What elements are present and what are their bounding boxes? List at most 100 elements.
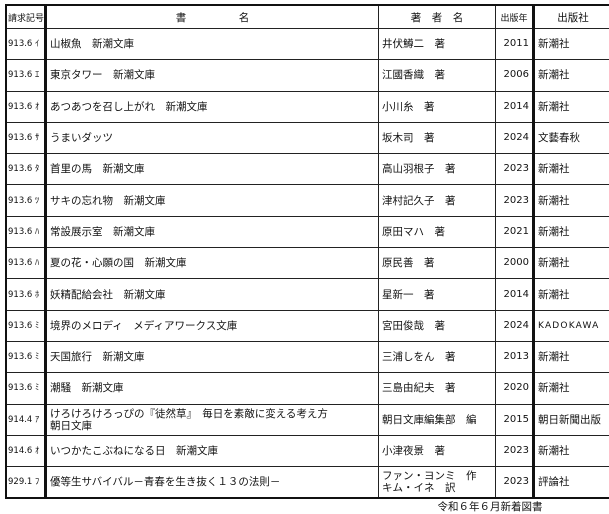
year-text: 2006	[503, 69, 529, 81]
year-cell: 2006	[495, 59, 535, 92]
year-cell: 2013	[495, 340, 535, 374]
publisher-cell: KADOKAWA	[533, 309, 609, 342]
publisher-text: 新潮社	[538, 351, 570, 364]
call-number-cell: 913.6 ｻ	[5, 121, 47, 155]
author-text: 小川糸 著	[382, 100, 435, 113]
author-text: 原民善 著	[382, 257, 435, 270]
publisher-text: 朝日新聞出版	[538, 413, 601, 426]
call-number-text: 929.1 ﾌ	[8, 477, 40, 488]
call-number-text: 913.6 ﾎ	[8, 289, 40, 300]
title-text: 優等生サバイバル－青春を生き抜く１３の法則－	[50, 476, 281, 489]
call-number-cell: 913.6 ﾐ	[5, 372, 47, 405]
author-cell: 原田マハ 著	[378, 215, 496, 249]
year-text: 2013	[503, 351, 529, 363]
title-text: いつかたこぶねになる日 新潮文庫	[50, 445, 218, 457]
year-text: 2024	[503, 319, 529, 331]
title-cell: いつかたこぶねになる日 新潮文庫	[45, 434, 379, 468]
call-number-cell: 913.6 ﾎ	[5, 278, 47, 311]
author-cell: 小川糸 著	[378, 90, 496, 123]
table-row: 913.6 ﾐ 天国旅行 新潮文庫 三浦しをん 著 2013 新潮社	[5, 340, 609, 374]
author-text: 三浦しをん 著	[382, 351, 456, 364]
year-cell: 2023	[495, 153, 535, 186]
author-cell: 津村記久子 著	[378, 184, 496, 217]
author-cell: 小津夜景 著	[378, 434, 496, 468]
table-row: 913.6 ﾐ 潮騒 新潮文庫 三島由紀夫 著 2020 新潮社	[5, 372, 609, 405]
title-text: あつあつを召し上がれ 新潮文庫	[50, 100, 208, 113]
table-row: 913.6 ﾎ 妖精配給会社 新潮文庫 星新一 著 2014 新潮社	[5, 278, 609, 311]
call-number-cell: 913.6 ｵ	[5, 90, 47, 123]
title-cell: 妖精配給会社 新潮文庫	[45, 278, 379, 311]
new-books-table: 請求記号 書 名 著 者 名 出版年 出版社 913.6 ｲ 山椒魚 新潮文庫 井伏…	[5, 4, 609, 500]
year-cell: 2015	[495, 403, 535, 436]
header-publisher: 出版社	[533, 4, 609, 29]
table-row: 913.6 ﾊ 夏の花・心願の国 新潮文庫 原民善 著 2000 新潮社	[5, 247, 609, 280]
author-cell: 宮田俊哉 著	[378, 309, 496, 342]
call-number-cell: 914.4 ｱ	[5, 403, 47, 436]
publisher-cell: 新潮社	[533, 372, 609, 405]
author-cell: ファン・ヨンミ 作キム・イネ 訳	[378, 466, 496, 499]
author-text: 小津夜景 著	[382, 445, 445, 457]
publisher-text: 新潮社	[538, 69, 570, 82]
publisher-text: 評論社	[538, 476, 570, 489]
author-text: 津村記久子 著	[382, 194, 456, 207]
author-text: 宮田俊哉 著	[382, 319, 445, 332]
title-cell: 潮騒 新潮文庫	[45, 372, 379, 405]
author-cell: 星新一 著	[378, 278, 496, 311]
publisher-text: 新潮社	[538, 445, 570, 457]
year-cell: 2021	[495, 215, 535, 249]
header-title: 書 名	[45, 4, 379, 29]
year-cell: 2023	[495, 184, 535, 217]
call-number-cell: 913.6 ｴ	[5, 59, 47, 92]
publisher-text: 新潮社	[538, 288, 570, 301]
title-cell: けろけろけろっぴの『徒然草』 毎日を素敵に変える考え方 朝日文庫	[45, 403, 379, 436]
year-text: 2000	[503, 257, 529, 269]
table-row: 913.6 ｴ 東京タワー 新潮文庫 江國香織 著 2006 新潮社	[5, 59, 609, 92]
title-text: 境界のメロディ メディアワークス文庫	[50, 319, 238, 332]
call-number-text: 913.6 ｻ	[8, 133, 40, 144]
call-number-text: 913.6 ﾊ	[8, 226, 40, 237]
title-cell: 優等生サバイバル－青春を生き抜く１３の法則－	[45, 466, 379, 499]
call-number-cell: 913.6 ﾀ	[5, 153, 47, 186]
year-text: 2024	[503, 132, 529, 144]
title-text: 常設展示室 新潮文庫	[50, 225, 155, 238]
call-number-text: 913.6 ﾐ	[8, 352, 40, 363]
author-cell: 原民善 著	[378, 247, 496, 280]
year-text: 2023	[503, 476, 529, 488]
call-number-text: 913.6 ﾊ	[8, 258, 40, 269]
title-cell: あつあつを召し上がれ 新潮文庫	[45, 90, 379, 123]
year-text: 2011	[503, 38, 529, 50]
call-number-cell: 913.6 ﾂ	[5, 184, 47, 217]
year-text: 2014	[503, 288, 529, 300]
title-text: 妖精配給会社 新潮文庫	[50, 288, 166, 301]
header-row: 請求記号 書 名 著 者 名 出版年 出版社	[5, 4, 609, 29]
title-text: 天国旅行 新潮文庫	[50, 351, 145, 364]
title-text: 東京タワー 新潮文庫	[50, 69, 155, 82]
header-year: 出版年	[495, 4, 535, 29]
call-number-cell: 913.6 ﾐ	[5, 309, 47, 342]
table-row: 913.6 ﾀ 首里の馬 新潮文庫 高山羽根子 著 2023 新潮社	[5, 153, 609, 186]
author-text: 星新一 著	[382, 288, 435, 301]
title-text: 朝日文庫	[50, 419, 92, 432]
author-text: ファン・ヨンミ 作	[382, 470, 477, 483]
call-number-text: 914.4 ｱ	[8, 414, 40, 425]
table-row: 929.1 ﾌ 優等生サバイバル－青春を生き抜く１３の法則－ ファン・ヨンミ 作キム…	[5, 466, 609, 499]
author-cell: 高山羽根子 著	[378, 153, 496, 186]
call-number-text: 913.6 ﾂ	[8, 195, 40, 206]
publisher-cell: 文藝春秋	[533, 121, 609, 155]
year-text: 2023	[503, 163, 529, 175]
title-cell: 夏の花・心願の国 新潮文庫	[45, 247, 379, 280]
author-text: 井伏鱒二 著	[382, 38, 445, 51]
author-cell: 坂木司 著	[378, 121, 496, 155]
year-cell: 2020	[495, 372, 535, 405]
publisher-text: 新潮社	[538, 225, 570, 238]
call-number-text: 913.6 ﾐ	[8, 383, 40, 394]
title-text: けろけろけろっぴの『徒然草』 毎日を素敵に変える考え方	[50, 407, 328, 420]
title-cell: サキの忘れ物 新潮文庫	[45, 184, 379, 217]
publisher-text: 新潮社	[538, 100, 570, 113]
author-text: 原田マハ 著	[382, 225, 445, 238]
year-text: 2014	[503, 100, 529, 112]
publisher-cell: 新潮社	[533, 90, 609, 123]
call-number-cell: 913.6 ﾊ	[5, 247, 47, 280]
publisher-text: 新潮社	[538, 382, 570, 395]
publisher-cell: 新潮社	[533, 59, 609, 92]
